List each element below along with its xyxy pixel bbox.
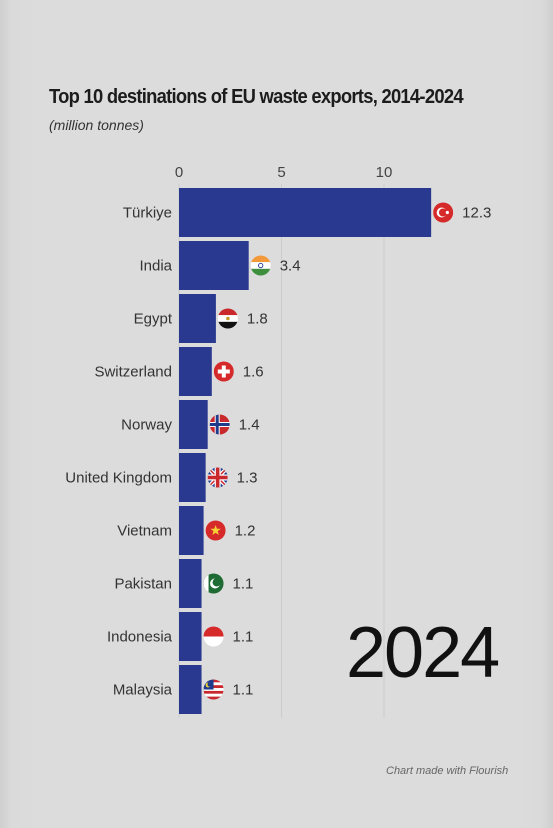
bar xyxy=(179,241,249,290)
x-tick-label: 0 xyxy=(175,164,183,181)
category-label: Egypt xyxy=(134,311,173,328)
bar xyxy=(179,612,202,661)
malaysia-flag-icon xyxy=(203,679,224,700)
bar xyxy=(179,400,208,449)
bar xyxy=(179,506,204,555)
value-label: 1.1 xyxy=(233,576,254,593)
value-label: 1.8 xyxy=(247,311,268,328)
value-label: 1.6 xyxy=(243,364,264,381)
norway-flag-icon xyxy=(209,414,230,435)
uk-flag-icon xyxy=(207,467,228,488)
category-label: India xyxy=(139,258,172,275)
category-label: Türkiye xyxy=(123,205,172,222)
turkey-flag-icon xyxy=(433,202,454,223)
category-label: Malaysia xyxy=(113,682,173,699)
x-tick-label: 5 xyxy=(277,164,285,181)
value-label: 1.4 xyxy=(239,417,260,434)
category-label: Indonesia xyxy=(107,629,173,646)
bar xyxy=(179,347,212,396)
category-label: Vietnam xyxy=(117,523,172,540)
bar xyxy=(179,453,206,502)
value-label: 1.3 xyxy=(237,470,258,487)
bar xyxy=(179,559,202,608)
value-label: 1.2 xyxy=(235,523,256,540)
pakistan-flag-icon xyxy=(203,573,224,594)
chart-credit: Chart made with Flourish xyxy=(386,765,509,777)
chart-subtitle: (million tonnes) xyxy=(49,117,144,133)
bar xyxy=(179,188,432,237)
category-label: United Kingdom xyxy=(65,470,172,487)
switzerland-flag-icon xyxy=(213,361,234,382)
bar xyxy=(179,294,216,343)
category-label: Norway xyxy=(121,417,172,434)
india-flag-icon xyxy=(250,255,271,276)
value-label: 12.3 xyxy=(462,205,491,222)
egypt-flag-icon xyxy=(217,308,238,329)
indonesia-flag-icon xyxy=(203,626,224,647)
value-label: 1.1 xyxy=(233,682,254,699)
category-label: Pakistan xyxy=(114,576,172,593)
year-label: 2024 xyxy=(346,613,500,693)
value-label: 3.4 xyxy=(280,258,301,275)
category-label: Switzerland xyxy=(94,364,172,381)
x-tick-label: 10 xyxy=(376,164,393,181)
vietnam-flag-icon xyxy=(205,520,226,541)
value-label: 1.1 xyxy=(233,629,254,646)
chart-title: Top 10 destinations of EU waste exports,… xyxy=(49,86,464,108)
bar xyxy=(179,665,202,714)
